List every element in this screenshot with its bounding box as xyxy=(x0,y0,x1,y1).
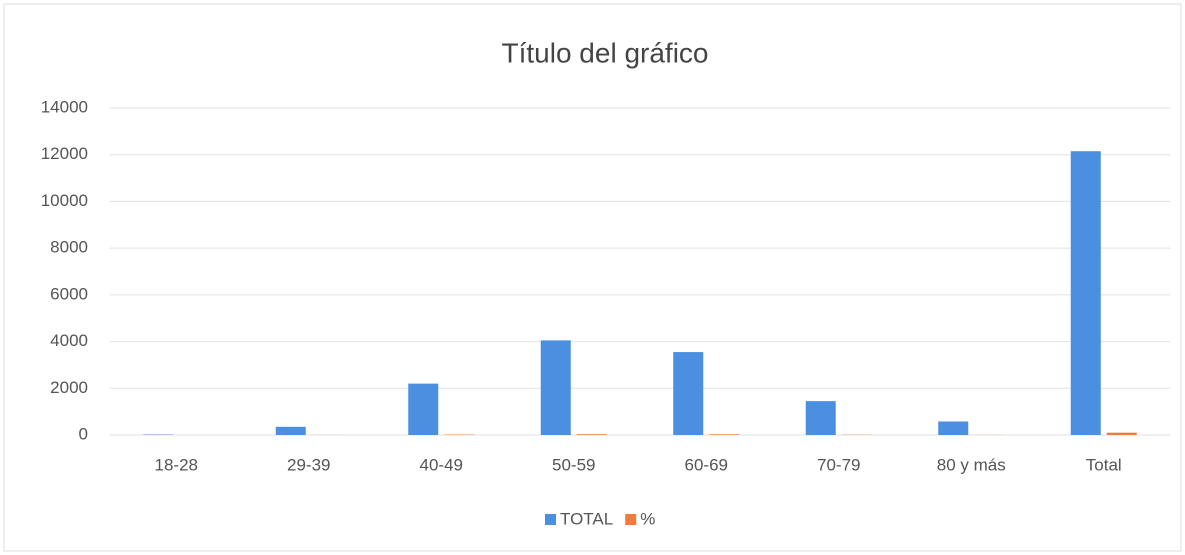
bar xyxy=(540,340,571,435)
bar xyxy=(673,352,704,435)
y-tick-label: 2000 xyxy=(50,378,88,397)
y-tick-label: 10000 xyxy=(41,191,88,210)
legend-label: % xyxy=(640,509,655,528)
bar xyxy=(275,426,306,435)
y-tick-label: 12000 xyxy=(41,144,88,163)
x-tick-label: Total xyxy=(1086,455,1122,474)
y-tick-label: 4000 xyxy=(50,331,88,350)
x-tick-label: 70-79 xyxy=(817,455,860,474)
x-tick-label: 40-49 xyxy=(420,455,463,474)
legend-label: TOTAL xyxy=(560,509,613,528)
x-tick-label: 18-28 xyxy=(155,455,198,474)
x-tick-label: 29-39 xyxy=(287,455,330,474)
bar xyxy=(1106,432,1137,435)
y-tick-label: 8000 xyxy=(50,238,88,257)
bar xyxy=(408,383,439,435)
x-tick-label: 80 y más xyxy=(937,455,1006,474)
y-tick-label: 6000 xyxy=(50,284,88,303)
legend-swatch xyxy=(545,514,556,525)
x-tick-label: 50-59 xyxy=(552,455,595,474)
bar xyxy=(709,434,740,435)
y-tick-label: 14000 xyxy=(41,97,88,116)
bar xyxy=(1070,151,1101,436)
legend-swatch xyxy=(625,514,637,525)
bar xyxy=(576,434,607,435)
chart-title: Título del gráfico xyxy=(502,37,709,68)
x-tick-label: 60-69 xyxy=(685,455,728,474)
bar xyxy=(805,401,836,435)
chart-frame xyxy=(3,3,1182,552)
bar xyxy=(938,421,969,435)
y-tick-label: 0 xyxy=(79,424,88,443)
